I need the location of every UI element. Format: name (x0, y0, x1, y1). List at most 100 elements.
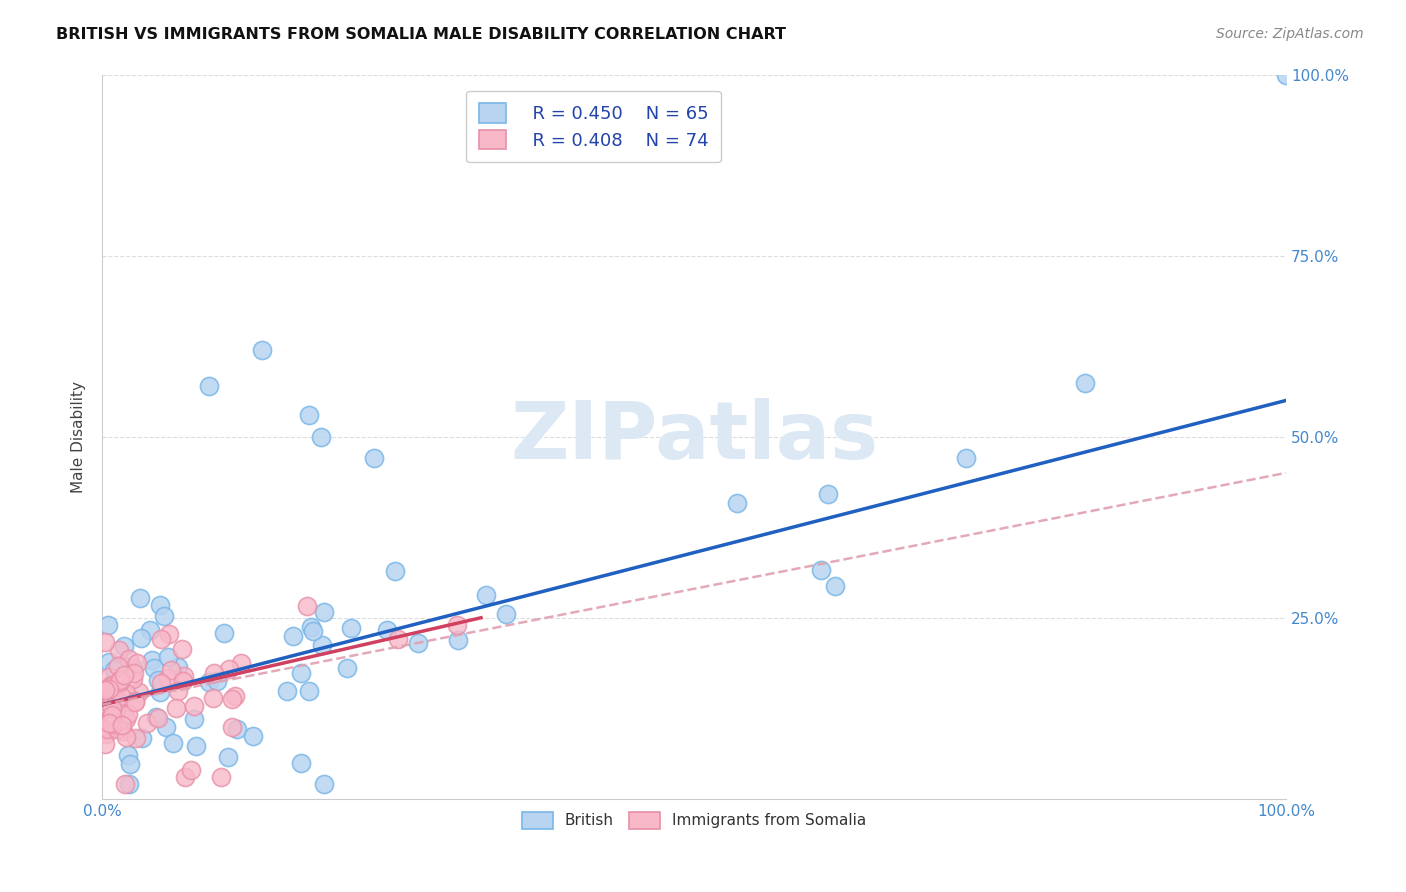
Point (312, 777, 335, 791)
Point (387, 632, 409, 647)
Point (108, 673, 131, 687)
Point (174, 770, 197, 784)
Point (955, 450, 977, 465)
Point (384, 564, 406, 578)
Point (201, 690, 224, 705)
Point (160, 663, 183, 677)
Point (311, 638, 333, 652)
Point (101, 716, 124, 731)
Point (107, 658, 129, 673)
Point (165, 700, 187, 714)
Point (299, 619, 322, 633)
Point (110, 690, 132, 704)
Point (118, 777, 141, 791)
Point (100, 711, 122, 725)
Point (114, 777, 136, 791)
Point (149, 676, 172, 690)
Point (1073, 376, 1095, 391)
Point (157, 650, 180, 665)
Point (100, 678, 122, 692)
Point (94, 683, 117, 698)
Point (447, 633, 470, 648)
Point (96, 726, 118, 740)
Text: Source: ZipAtlas.com: Source: ZipAtlas.com (1216, 27, 1364, 41)
Point (105, 703, 128, 717)
Point (212, 626, 235, 640)
Point (218, 662, 240, 676)
Point (101, 691, 124, 706)
Point (202, 665, 225, 680)
Point (298, 408, 321, 422)
Point (226, 722, 249, 736)
Point (145, 709, 167, 723)
Point (112, 668, 135, 682)
Point (98, 670, 121, 684)
Point (98, 716, 121, 731)
Point (122, 661, 145, 675)
Point (167, 660, 190, 674)
Point (242, 729, 264, 743)
Point (298, 684, 321, 698)
Point (115, 730, 138, 744)
Point (150, 632, 173, 647)
Point (98, 711, 121, 725)
Point (197, 675, 219, 690)
Point (157, 627, 180, 641)
Point (101, 691, 124, 706)
Point (314, 605, 336, 619)
Point (180, 763, 202, 777)
Point (104, 697, 127, 711)
Point (101, 689, 124, 703)
Point (129, 632, 152, 646)
Point (155, 720, 177, 734)
Point (167, 683, 190, 698)
Point (94, 634, 117, 648)
Point (290, 665, 312, 680)
Point (111, 658, 134, 673)
Point (117, 706, 139, 721)
Point (217, 750, 239, 764)
Point (112, 723, 135, 738)
Point (375, 623, 398, 637)
Point (96, 723, 118, 737)
Point (111, 717, 134, 731)
Point (122, 673, 145, 687)
Point (173, 669, 195, 683)
Point (810, 563, 832, 577)
Point (112, 640, 135, 654)
Point (101, 713, 124, 727)
Point (229, 656, 252, 670)
Point (136, 716, 159, 731)
Point (209, 770, 232, 784)
Point (186, 739, 208, 754)
Point (124, 695, 146, 709)
Point (97, 655, 120, 669)
Point (157, 671, 180, 685)
Point (105, 723, 128, 737)
Point (108, 695, 131, 709)
Point (120, 757, 142, 772)
Point (127, 657, 149, 671)
Point (205, 674, 228, 689)
Point (339, 621, 361, 635)
Point (302, 624, 325, 639)
Point (408, 636, 430, 650)
Point (98, 680, 121, 694)
Point (115, 685, 138, 699)
Point (110, 674, 132, 689)
Point (363, 451, 385, 466)
Point (97, 722, 120, 736)
Point (101, 707, 124, 722)
Point (146, 710, 169, 724)
Point (172, 673, 194, 688)
Point (276, 684, 298, 698)
Y-axis label: Male Disability: Male Disability (72, 381, 86, 492)
Point (107, 718, 129, 732)
Legend: British, Immigrants from Somalia: British, Immigrants from Somalia (516, 805, 872, 835)
Point (250, 343, 273, 357)
Point (146, 673, 169, 687)
Point (97, 709, 120, 723)
Point (108, 642, 131, 657)
Point (170, 641, 193, 656)
Point (93, 701, 115, 715)
